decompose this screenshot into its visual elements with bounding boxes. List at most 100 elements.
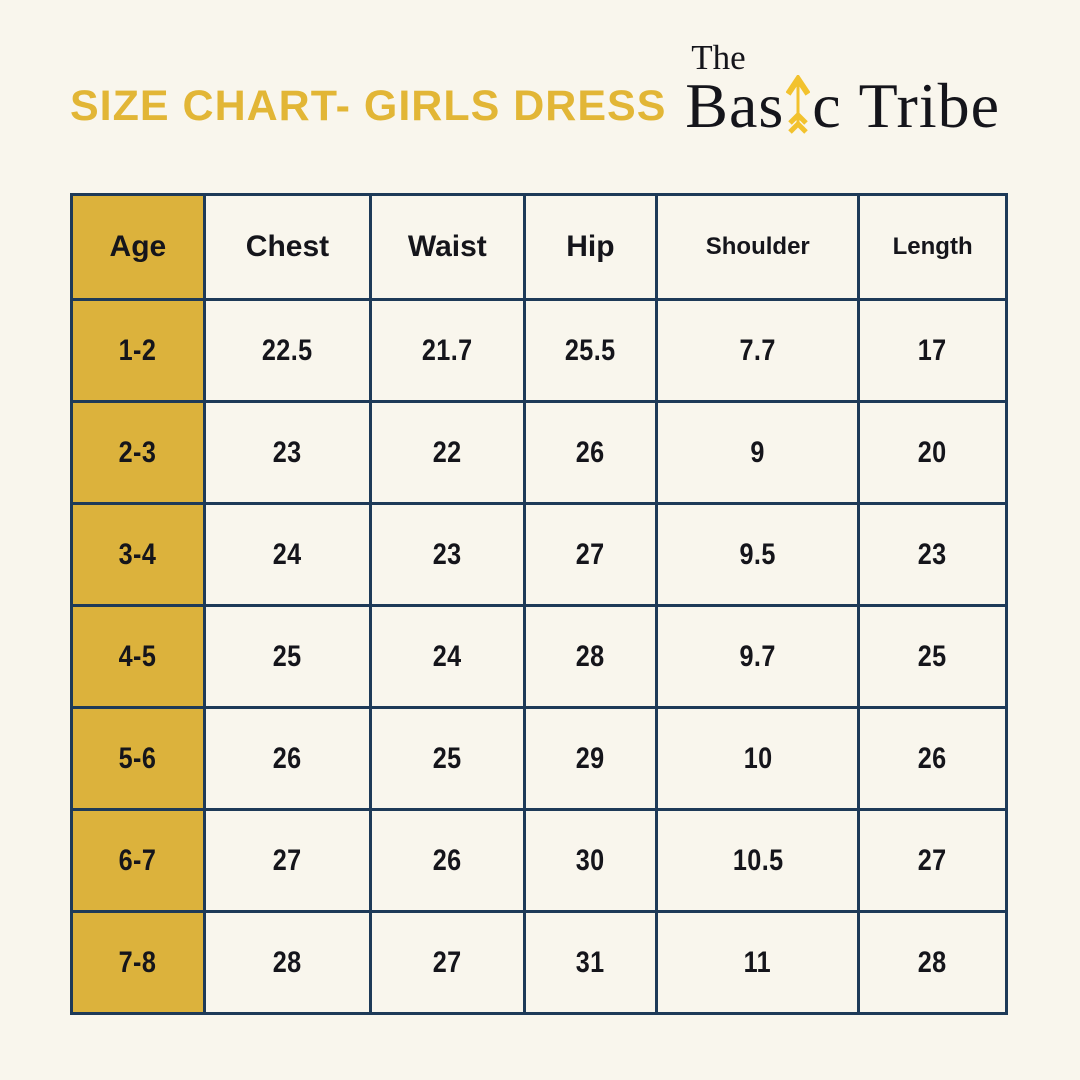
cell-value: 26: [432, 843, 462, 877]
age-cell: 1-2: [70, 298, 206, 403]
age-cell: 2-3: [70, 400, 206, 505]
table-cell: 9.7: [655, 604, 861, 709]
logo-tribe-text: Tribe: [858, 70, 1000, 142]
cell-value: 9: [750, 435, 765, 469]
column-header-waist: Waist: [369, 193, 526, 301]
cell-value: 21.7: [421, 333, 473, 367]
table-header-row: Age Chest Waist Hip Shoulder Length: [70, 193, 1008, 301]
cell-value: 25: [918, 639, 948, 673]
table-cell: 20: [857, 400, 1008, 505]
cell-value: 10: [743, 741, 773, 775]
column-header-shoulder: Shoulder: [655, 193, 861, 301]
table-cell: 10.5: [655, 808, 861, 913]
cell-value: 1-2: [119, 333, 157, 367]
cell-value: 28: [575, 639, 605, 673]
size-chart-table: Age Chest Waist Hip Shoulder Length 1-2 …: [70, 193, 1008, 1015]
cell-value: 20: [918, 435, 948, 469]
table-row: 1-2 22.5 21.7 25.5 7.7 17: [70, 298, 1008, 403]
table-cell: 25.5: [522, 298, 659, 403]
logo-basic-pre-text: Bas: [685, 70, 785, 142]
column-header-chest: Chest: [202, 193, 373, 301]
arrow-up-icon: [785, 73, 811, 137]
cell-value: 11: [744, 945, 772, 979]
logo-the-text: The: [691, 38, 746, 77]
cell-value: 6-7: [119, 843, 157, 877]
cell-value: 7-8: [119, 945, 157, 979]
table-cell: 9.5: [655, 502, 861, 607]
table-cell: 10: [655, 706, 861, 811]
table-row: 3-4 24 23 27 9.5 23: [70, 502, 1008, 607]
table-cell: 23: [369, 502, 526, 607]
age-cell: 3-4: [70, 502, 206, 607]
column-header-length: Length: [857, 193, 1008, 301]
cell-value: 9.7: [739, 639, 776, 673]
table-cell: 9: [655, 400, 861, 505]
column-header-hip: Hip: [522, 193, 659, 301]
table-cell: 27: [857, 808, 1008, 913]
cell-value: 3-4: [119, 537, 157, 571]
table-cell: 11: [655, 910, 861, 1015]
cell-value: 2-3: [119, 435, 157, 469]
table-cell: 24: [202, 502, 373, 607]
table-cell: 28: [522, 604, 659, 709]
cell-value: 10.5: [732, 843, 784, 877]
page-title: SIZE CHART- GIRLS DRESS: [70, 82, 667, 130]
cell-value: 4-5: [119, 639, 157, 673]
table-cell: 23: [857, 502, 1008, 607]
age-cell: 5-6: [70, 706, 206, 811]
cell-value: 26: [918, 741, 948, 775]
table-cell: 27: [522, 502, 659, 607]
table-cell: 22: [369, 400, 526, 505]
table-cell: 27: [369, 910, 526, 1015]
cell-value: 29: [575, 741, 605, 775]
cell-value: 27: [432, 945, 462, 979]
cell-value: 22: [432, 435, 462, 469]
table-cell: 23: [202, 400, 373, 505]
cell-value: 31: [575, 945, 605, 979]
table-cell: 7.7: [655, 298, 861, 403]
table-row: 2-3 23 22 26 9 20: [70, 400, 1008, 505]
cell-value: 5-6: [119, 741, 157, 775]
table-cell: 26: [857, 706, 1008, 811]
table-row: 4-5 25 24 28 9.7 25: [70, 604, 1008, 709]
cell-value: 23: [273, 435, 302, 469]
table-cell: 26: [202, 706, 373, 811]
table-cell: 24: [369, 604, 526, 709]
cell-value: 24: [432, 639, 462, 673]
cell-value: 22.5: [262, 333, 313, 367]
table-cell: 21.7: [369, 298, 526, 403]
table-cell: 27: [202, 808, 373, 913]
logo-wordmark: Bas c Tribe: [685, 70, 1000, 142]
cell-value: 23: [432, 537, 462, 571]
brand-logo: The Bas c Tribe: [685, 38, 1000, 142]
cell-value: 17: [918, 333, 948, 367]
table-cell: 25: [202, 604, 373, 709]
cell-value: 24: [273, 537, 302, 571]
table-row: 7-8 28 27 31 11 28: [70, 910, 1008, 1015]
table-cell: 22.5: [202, 298, 373, 403]
logo-space: [842, 76, 859, 137]
cell-value: 28: [273, 945, 302, 979]
cell-value: 23: [918, 537, 948, 571]
cell-value: 25.5: [565, 333, 616, 367]
cell-value: 9.5: [739, 537, 776, 571]
cell-value: 27: [918, 843, 948, 877]
cell-value: 7.7: [739, 333, 776, 367]
cell-value: 27: [273, 843, 302, 877]
cell-value: 30: [575, 843, 605, 877]
cell-value: 25: [273, 639, 302, 673]
age-cell: 6-7: [70, 808, 206, 913]
logo-basic-post-text: c: [812, 70, 842, 142]
table-cell: 29: [522, 706, 659, 811]
age-cell: 4-5: [70, 604, 206, 709]
table-cell: 30: [522, 808, 659, 913]
table-row: 5-6 26 25 29 10 26: [70, 706, 1008, 811]
cell-value: 26: [575, 435, 605, 469]
table-cell: 28: [202, 910, 373, 1015]
table-cell: 17: [857, 298, 1008, 403]
age-cell: 7-8: [70, 910, 206, 1015]
cell-value: 25: [432, 741, 462, 775]
table-cell: 25: [369, 706, 526, 811]
table-cell: 28: [857, 910, 1008, 1015]
